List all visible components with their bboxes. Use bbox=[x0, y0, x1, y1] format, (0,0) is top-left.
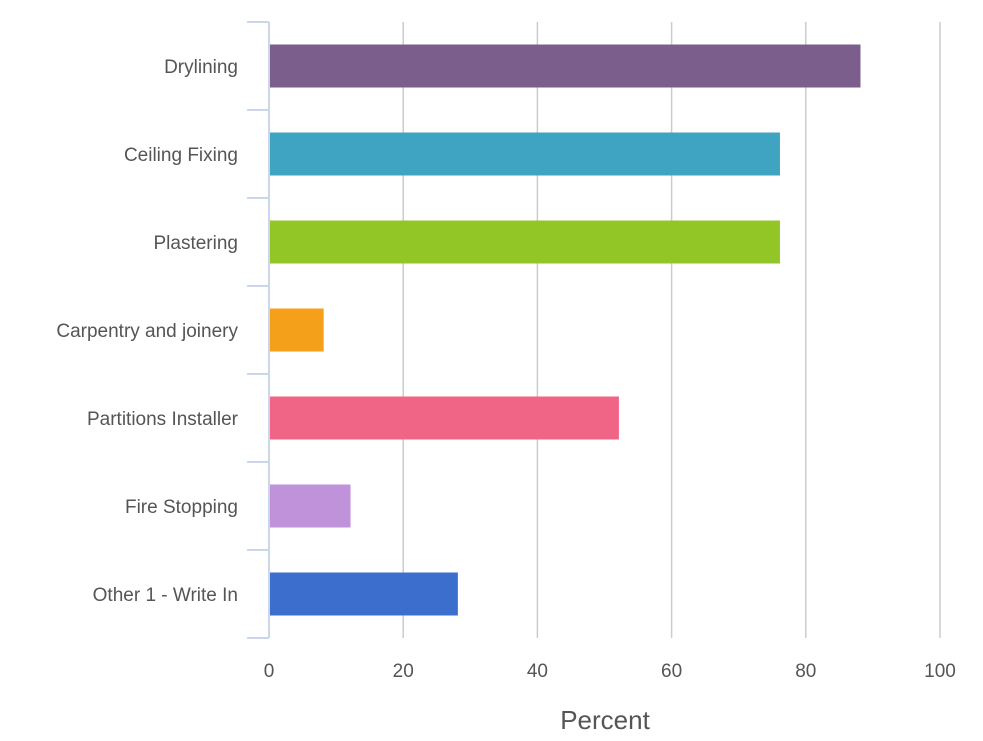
x-tick-labels: 0 20 40 60 80 100 bbox=[264, 661, 956, 682]
category-labels: Drylining Ceiling Fixing Plastering Carpent… bbox=[56, 57, 238, 606]
x-tick-label-100: 100 bbox=[924, 661, 956, 682]
y-axis bbox=[247, 21, 270, 639]
bar-fire-stopping bbox=[270, 484, 351, 528]
category-label: Partitions Installer bbox=[87, 409, 239, 430]
x-axis-title: Percent bbox=[560, 705, 650, 735]
x-tick-label-20: 20 bbox=[393, 661, 414, 682]
x-tick-label-0: 0 bbox=[264, 661, 275, 682]
bars bbox=[270, 44, 861, 616]
category-label: Plastering bbox=[154, 233, 239, 254]
category-label: Carpentry and joinery bbox=[56, 321, 238, 342]
bar-carpentry-and-joinery bbox=[270, 308, 324, 352]
x-tick-label-60: 60 bbox=[661, 661, 682, 682]
category-label: Fire Stopping bbox=[125, 497, 238, 518]
category-label: Other 1 - Write In bbox=[93, 585, 238, 606]
category-label: Ceiling Fixing bbox=[124, 145, 238, 166]
bar-drylining bbox=[270, 44, 861, 88]
bar-ceiling-fixing bbox=[270, 132, 780, 176]
bar-other-1-write-in bbox=[270, 572, 458, 616]
bar-partitions-installer bbox=[270, 396, 619, 440]
bar-plastering bbox=[270, 220, 780, 264]
x-tick-label-80: 80 bbox=[795, 661, 816, 682]
gridlines bbox=[402, 22, 941, 638]
x-tick-label-40: 40 bbox=[527, 661, 548, 682]
category-label: Drylining bbox=[164, 57, 238, 78]
